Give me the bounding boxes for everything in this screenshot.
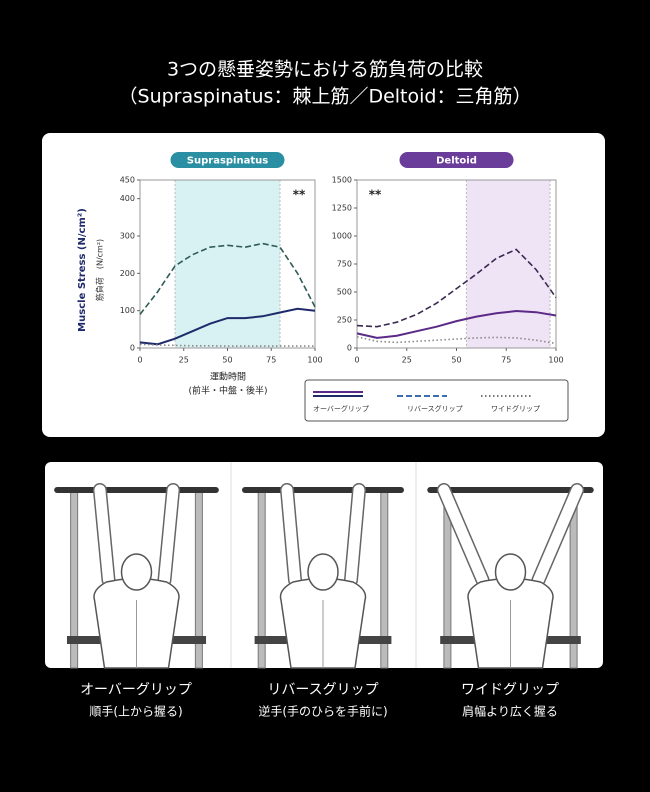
annotation: **: [369, 188, 382, 202]
title-pill: [170, 152, 285, 168]
illustrations: [54, 462, 594, 669]
title-pill: [399, 152, 514, 168]
series-line: [356, 336, 557, 345]
y-tick-label: 300: [120, 232, 135, 241]
chart-title: Deltoid: [436, 156, 477, 167]
x-tick-label: 25: [179, 356, 189, 365]
title-line: 3つの懸垂姿勢における筋負荷の比較: [167, 59, 483, 81]
highlight-region: [466, 180, 551, 348]
caption-title: リバースグリップ: [267, 682, 378, 698]
x-tick-label: 50: [222, 356, 232, 365]
y-tick-label: 400: [120, 194, 135, 203]
caption-desc: 順手(上から握る): [89, 704, 182, 719]
series-line: [139, 343, 315, 347]
y-tick-label: 1500: [332, 176, 352, 185]
x-tick-label: 50: [451, 356, 461, 365]
series-line: [139, 307, 316, 346]
y-tick-label: 250: [337, 316, 352, 325]
x-tick-label: 100: [548, 356, 563, 365]
x-tick-label: 100: [307, 356, 322, 365]
y-tick-label: 1000: [332, 232, 352, 241]
pullup-bar: [427, 487, 594, 493]
arm-fill: [94, 484, 179, 586]
x-tick-label: 0: [137, 356, 142, 365]
legend-label: ワイドグリップ: [491, 404, 540, 413]
y-axis-sublabel: 筋負荷 (N/cm²): [95, 239, 105, 301]
y-tick-label: 0: [347, 344, 352, 353]
head: [307, 553, 339, 591]
caption-desc: 逆手(手のひらを手前に): [258, 704, 387, 719]
title-line: （Supraspinatus：棘上筋／Deltoid：三角筋）: [119, 86, 532, 108]
series-line: [356, 248, 557, 328]
y-tick-label: 750: [337, 260, 352, 269]
head: [120, 553, 153, 591]
chart-title: Supraspinatus: [187, 156, 268, 167]
arm-fill: [438, 484, 583, 586]
highlight-region: [175, 180, 280, 348]
y-tick-label: 500: [337, 288, 352, 297]
arm-fill: [281, 484, 365, 586]
caption-title: オーバーグリップ: [80, 682, 192, 698]
y-axis-label: Muscle Stress (N/cm²): [77, 208, 88, 332]
pullup-bar: [242, 487, 404, 493]
x-axis-label: (前半・中盤・後半): [188, 385, 267, 397]
x-tick-label: 75: [266, 356, 276, 365]
x-tick-label: 75: [501, 356, 511, 365]
series-line: [356, 309, 557, 339]
y-tick-label: 200: [120, 269, 135, 278]
y-tick-label: 450: [120, 176, 135, 185]
legend-label: リバースグリップ: [407, 404, 463, 413]
head: [494, 553, 527, 591]
y-tick-label: 100: [120, 306, 135, 315]
caption-desc: 肩幅より広く握る: [462, 704, 558, 719]
pullup-bar: [54, 487, 219, 493]
x-tick-label: 25: [402, 356, 412, 365]
x-axis-label: 運動時間: [210, 372, 246, 383]
legend-label: オーバーグリップ: [313, 404, 369, 413]
annotation: **: [293, 188, 306, 202]
y-tick-label: 1250: [332, 204, 352, 213]
x-tick-label: 0: [354, 356, 359, 365]
y-tick-label: 0: [130, 344, 135, 353]
caption-title: ワイドグリップ: [461, 682, 559, 698]
series-line: [139, 242, 316, 315]
legend-box: [304, 379, 569, 422]
